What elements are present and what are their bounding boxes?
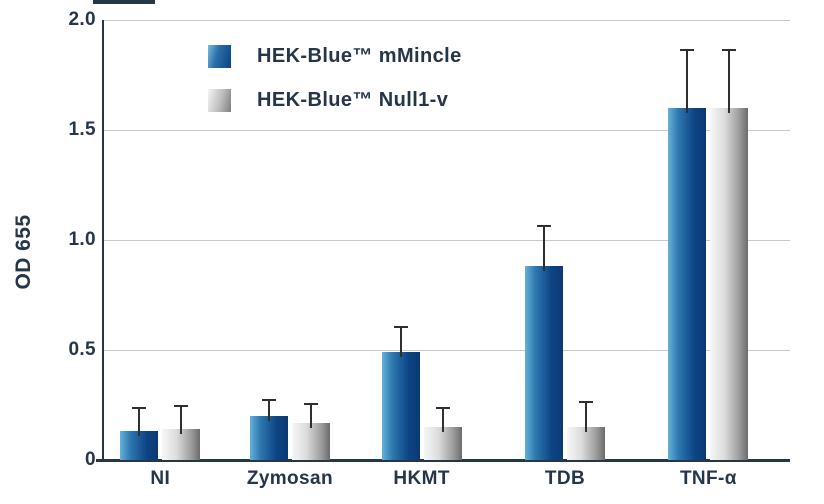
x-tick-label-TDB: TDB [544,468,586,489]
error-bar-cap [578,400,593,403]
error-bar-stem [542,226,545,272]
legend-item-mmincle: HEK-Blue™ mMincle [208,44,462,68]
bar-null1v-NI [162,429,201,460]
cropped-edge-artifact [93,0,155,4]
error-bar-stem [180,407,183,435]
x-tick-label-TNF-α: TNF-α [679,468,737,489]
error-bar-stem [138,409,141,437]
y-tick-label: 1.0 [68,229,96,250]
error-bar-cap [303,403,318,405]
error-bar-cap [132,407,147,410]
error-bar-stem [728,50,731,113]
bar-mmincle-Zymosan [249,416,288,460]
gridline-2.0 [104,19,790,21]
bar-null1v-TNF-α [710,108,749,460]
error-bar-cap [261,398,276,401]
legend-swatch-blue [208,44,231,68]
bar-mmincle-TNF-α [668,108,707,460]
legend-label: HEK-Blue™ mMincle [257,44,462,67]
error-bar-cap [680,48,695,51]
bar-mmincle-HKMT [381,352,420,460]
legend-label: HEK-Blue™ Null1-v [257,88,449,111]
bar-mmincle-TDB [524,266,563,460]
bar-null1v-HKMT [423,427,462,460]
y-axis-title: OD 655 [12,214,35,290]
y-tick-label: 0.5 [68,339,96,360]
error-bar-stem [309,405,312,428]
error-bar-stem [686,50,689,113]
bar-null1v-Zymosan [291,422,330,460]
error-bar-stem [584,402,587,432]
error-bar-cap [393,326,408,328]
error-bar-cap [435,407,450,410]
error-bar-stem [267,400,270,421]
bar-null1v-TDB [566,427,605,460]
gridline-1.5 [104,129,790,131]
gridline-0.5 [104,349,790,351]
error-bar-cap [174,405,189,408]
plot-area [104,19,790,460]
x-tick-label-NI: NI [150,468,171,489]
x-tick-label-HKMT: HKMT [393,468,450,489]
error-bar-stem [399,328,402,358]
legend-item-null1v: HEK-Blue™ Null1-v [208,88,462,112]
error-bar-cap [722,48,737,51]
y-tick-label: 0 [85,449,96,470]
error-bar-cap [536,224,551,227]
legend-swatch-gray [208,88,231,112]
legend: HEK-Blue™ mMincle HEK-Blue™ Null1-v [208,44,462,132]
gridline-1.0 [104,239,790,241]
error-bar-stem [441,409,444,432]
y-tick-label: 1.5 [68,119,96,140]
y-axis-line [102,20,104,461]
x-tick-label-Zymosan: Zymosan [246,468,333,489]
x-axis-line [96,459,790,462]
y-tick-label: 2.0 [68,9,96,30]
